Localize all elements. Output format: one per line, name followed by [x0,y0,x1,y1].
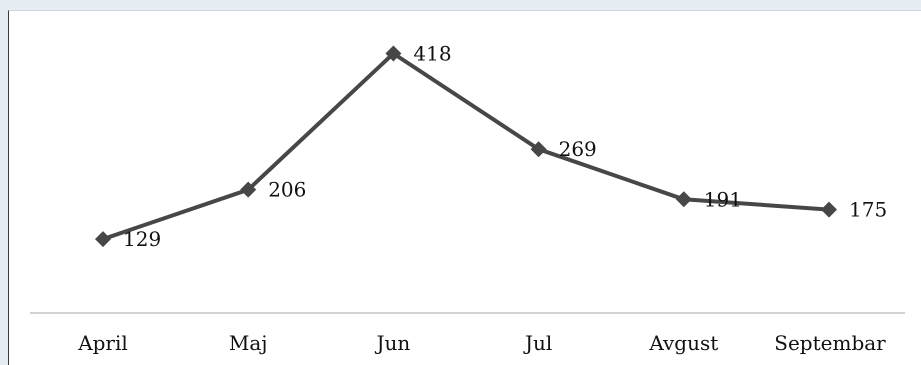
data-label-septembar: 175 [849,198,887,222]
data-label-jun: 418 [413,41,451,65]
data-point-jun [385,45,402,62]
data-label-avgust: 191 [704,187,742,211]
plot-area [8,10,921,365]
data-label-april: 129 [123,227,161,251]
data-point-april [95,231,111,248]
data-point-septembar [821,201,837,218]
x-tick-label-avgust: Avgust [648,331,718,355]
x-tick-label-april: April [77,331,128,355]
x-tick-label-maj: Maj [229,331,268,355]
x-tick-label-jul: Jul [523,331,552,355]
x-tick-label-jun: Jun [375,331,411,355]
series-markers [95,45,837,248]
data-point-jul [530,141,547,158]
data-labels: 129 206 418 269 191 175 [123,41,887,251]
x-axis-tick-labels: April Maj Jun Jul Avgust Septembar [77,331,886,355]
data-label-maj: 206 [268,178,306,202]
x-tick-label-septembar: Septembar [774,331,886,355]
series-line [102,51,830,241]
data-point-avgust [675,191,692,208]
data-label-jul: 269 [559,137,597,161]
data-point-maj [240,181,257,198]
